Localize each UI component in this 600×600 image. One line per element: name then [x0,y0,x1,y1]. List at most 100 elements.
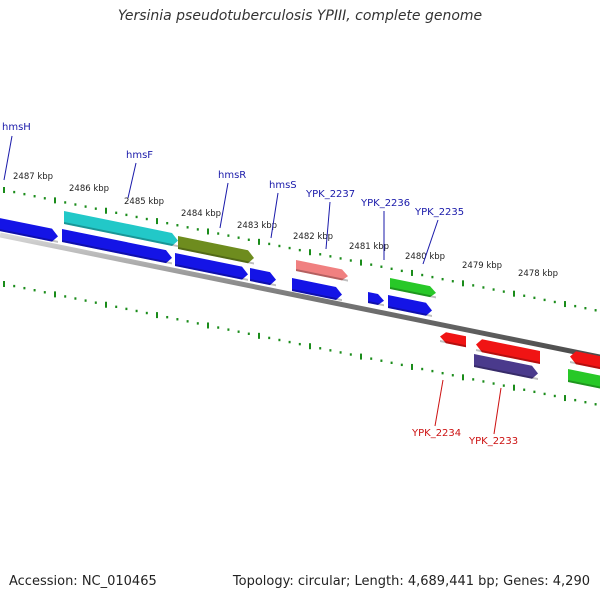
scale-dot [564,301,566,308]
scale-dot [186,320,189,323]
scale-dot [74,203,77,206]
scale-dot [176,318,179,321]
scale-dot [43,197,46,200]
scale-dot [319,253,322,256]
scale-dot [207,322,209,329]
scale-dot [339,351,342,354]
scale-dot [594,309,597,312]
scale-dot [298,342,301,346]
scale-dot [533,296,536,300]
scale-dot [196,228,199,231]
gene-arrow-hmsF [62,229,172,265]
kbp-tick-label: 2482 kbp [293,232,333,242]
scale-dot [380,359,383,362]
scale-dot [64,295,67,298]
scale-dot [349,353,352,356]
scale-dot [513,290,515,297]
scale-dot [472,378,475,381]
scale-dot [227,328,230,331]
scale-dot [3,187,5,193]
scale-dot [492,382,495,385]
feature-green-2 [568,369,600,389]
scale-dot [196,322,199,325]
feature-olive [178,236,254,265]
gene-leader-line [434,379,444,427]
scale-dot [207,228,209,235]
scale-dot [451,280,454,283]
scale-dot [74,297,77,300]
scale-dot [543,392,546,396]
scale-dot [390,361,393,364]
gene-leader-line [493,387,502,435]
scale-dot [421,367,424,371]
gene-leader-line [219,182,229,229]
gene-arrow-YPK_2236 [368,292,384,307]
kbp-tick-label: 2485 kbp [124,197,164,207]
scale-dot [156,312,158,319]
upper-scale-dots [3,187,597,312]
scale-dot [237,236,240,239]
scale-dot [309,249,311,256]
scale-dot [23,192,26,196]
scale-dot [502,290,505,293]
gene-leader-line [422,219,439,265]
scale-dot [3,281,5,287]
scale-dot [13,284,16,288]
scale-dot [298,248,301,252]
scale-dot [349,259,352,262]
gene-label: YPK_2235 [414,207,464,218]
scale-dot [564,395,566,402]
feature-track [0,211,600,389]
scale-dot [431,275,434,279]
scale-dot [543,298,546,302]
gene-label: hmsF [126,150,153,161]
scale-dot [125,213,128,217]
gene-leader-line [3,135,13,181]
scale-dot [462,374,464,381]
topology-text: Topology: circular; Length: 4,689,441 bp… [232,574,590,589]
kbp-tick-label: 2484 kbp [181,209,221,219]
scale-dot [370,263,373,266]
gene-label: hmsR [218,170,246,181]
scale-dot [472,284,475,287]
scale-dot [84,299,87,302]
scale-dot [492,288,495,291]
gene-label: YPK_2237 [305,189,355,200]
scale-dot [441,277,444,281]
scale-dot [145,311,148,315]
gene-arrow-YPK_2237 [292,278,342,302]
scale-dot [482,380,485,383]
scale-dot [553,394,556,398]
scale-dot [33,195,36,198]
gene-arrow-next [570,351,600,370]
scale-dot [513,384,515,391]
scale-dot [329,255,332,258]
scale-dot [329,349,332,352]
scale-dot [523,294,526,297]
scale-dot [533,390,536,394]
scale-dot [135,215,138,219]
scale-dot [258,238,260,245]
feature-cyan [64,211,178,248]
gene-leader-line [127,162,137,199]
scale-dot [105,301,107,308]
kbp-tick-label: 2486 kbp [69,184,109,194]
scale-dot [258,332,260,339]
scale-dot [176,224,179,227]
scale-dot [247,332,250,335]
scale-dot [482,286,485,289]
scale-dot [451,374,454,377]
scale-dot [247,238,250,241]
scale-dot [523,388,526,391]
scale-dot [339,257,342,260]
scale-dot [400,269,403,273]
scale-dot [23,286,26,290]
scale-dot [390,267,393,270]
scale-dot [584,306,587,310]
scale-dot [237,330,240,333]
scale-dot [135,309,138,313]
kbp-tick-label: 2483 kbp [237,221,277,231]
scale-dot [94,207,97,210]
scale-dot [156,218,158,225]
